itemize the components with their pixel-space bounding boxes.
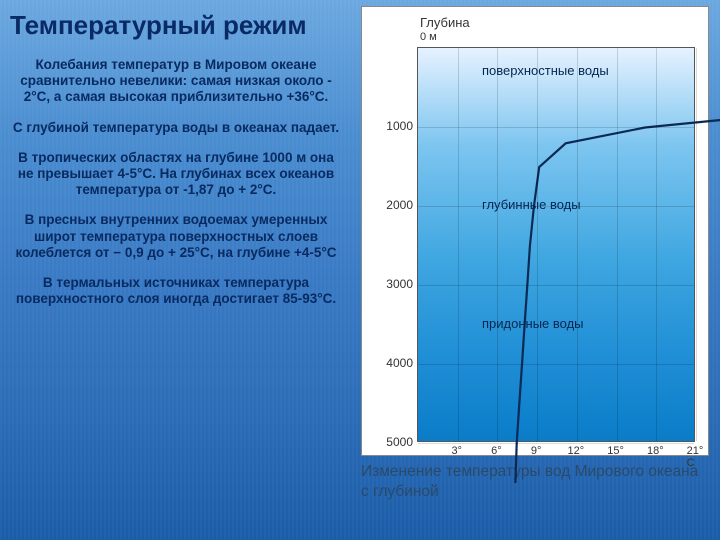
grid-line-h — [418, 127, 694, 128]
grid-line-h — [418, 443, 694, 444]
y-tick: 2000 — [372, 198, 417, 212]
y-tick: 1000 — [372, 119, 417, 133]
x-tick: 21° С — [687, 445, 704, 469]
chart-column: Глубина 0 м 1000 2000 3000 4000 5000 3° 6° 9° 12… — [350, 0, 720, 540]
paragraph-3: В тропических областях на глубине 1000 м… — [10, 150, 342, 199]
grid-line-v — [537, 48, 538, 441]
paragraph-2: С глубиной температура воды в океанах па… — [10, 120, 342, 136]
x-tick: 18° — [647, 445, 664, 457]
y-tick: 4000 — [372, 356, 417, 370]
x-tick: 15° — [607, 445, 624, 457]
y-tick: 3000 — [372, 277, 417, 291]
y-axis-label: Глубина — [420, 15, 470, 30]
y-axis-unit: 0 м — [420, 31, 437, 43]
paragraph-1: Колебания температур в Мировом океане ср… — [10, 57, 342, 106]
slide-content: Температурный режим Колебания температур… — [0, 0, 720, 540]
zone-label: придонные воды — [482, 316, 584, 331]
grid-line-h — [418, 285, 694, 286]
grid-line-v — [458, 48, 459, 441]
zone-label: поверхностные воды — [482, 63, 609, 78]
y-tick: 5000 — [372, 435, 417, 449]
text-column: Температурный режим Колебания температур… — [0, 0, 350, 540]
grid-line-h — [418, 364, 694, 365]
x-tick: 3° — [451, 445, 462, 457]
x-tick: 6° — [491, 445, 502, 457]
grid-line-v — [497, 48, 498, 441]
x-tick: 12° — [568, 445, 585, 457]
grid-line-v — [577, 48, 578, 441]
paragraph-4: В пресных внутренних водоемах умеренных … — [10, 212, 342, 261]
chart-plot-area — [417, 47, 695, 442]
grid-line-v — [617, 48, 618, 441]
zone-label: глубинные воды — [482, 197, 581, 212]
grid-line-v — [696, 48, 697, 441]
paragraph-5: В термальных источниках температура пове… — [10, 275, 342, 307]
chart-box: Глубина 0 м 1000 2000 3000 4000 5000 3° 6° 9° 12… — [361, 6, 709, 456]
grid-line-v — [656, 48, 657, 441]
slide-title: Температурный режим — [10, 10, 342, 41]
x-tick: 9° — [531, 445, 542, 457]
